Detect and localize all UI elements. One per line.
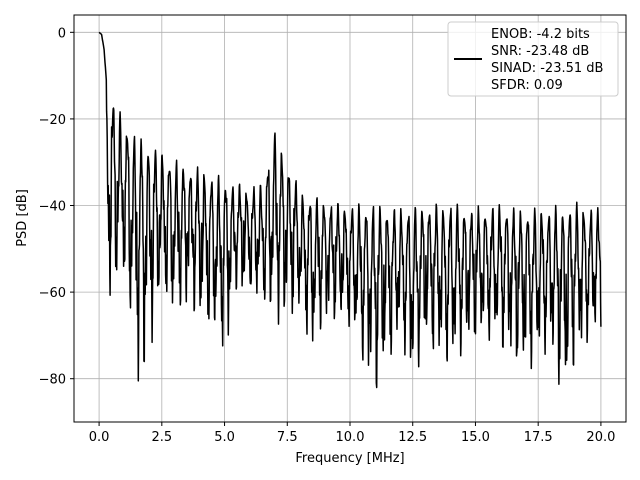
- x-tick-label: 12.5: [398, 430, 427, 445]
- x-tick-label: 15.0: [461, 430, 490, 445]
- y-tick-label: 0: [58, 26, 66, 41]
- x-tick-label: 0.0: [89, 430, 110, 445]
- legend-snr: SNR: -23.48 dB: [491, 44, 589, 59]
- x-tick-label: 7.5: [277, 430, 298, 445]
- y-tick-label: −20: [39, 113, 66, 128]
- legend-sfdr: SFDR: 0.09: [491, 78, 563, 93]
- psd-line: [98, 31, 602, 389]
- legend: ENOB: -4.2 bits SNR: -23.48 dB SINAD: -2…: [447, 21, 619, 97]
- x-tick-label: 5.0: [214, 430, 235, 445]
- x-tick-label: 10.0: [336, 430, 365, 445]
- y-tick-label: −80: [39, 373, 66, 388]
- y-axis: 0 −20 −40 −60 −80: [39, 26, 74, 388]
- y-tick-label: −60: [39, 286, 66, 301]
- psd-series: [98, 31, 602, 389]
- legend-box: [447, 21, 619, 97]
- x-tick-label: 2.5: [151, 430, 172, 445]
- y-tick-label: −40: [39, 200, 66, 215]
- legend-enob: ENOB: -4.2 bits: [491, 27, 590, 42]
- y-axis-label: PSD [dB]: [15, 189, 30, 247]
- x-tick-label: 17.5: [524, 430, 553, 445]
- legend-sinad: SINAD: -23.51 dB: [491, 61, 603, 76]
- x-axis-label: Frequency [MHz]: [295, 451, 404, 466]
- x-tick-label: 20.0: [586, 430, 615, 445]
- x-axis: 0.0 2.5 5.0 7.5 10.0 12.5 15.0 17.5 20.0: [89, 422, 615, 445]
